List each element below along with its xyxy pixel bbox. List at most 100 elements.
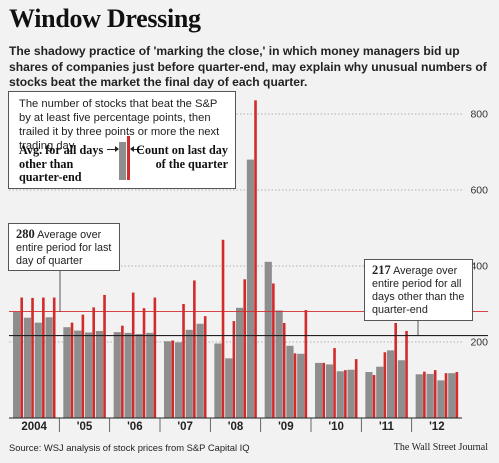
bar-count-last-day (203, 316, 207, 418)
bar-avg-other-days (397, 360, 406, 418)
x-year-label: '07 (177, 421, 193, 433)
axes: 200 400 600 800 2004 '05 '06 '07 '08 '09 '10 '11 '12 (9, 109, 488, 433)
bar-avg-other-days (146, 332, 154, 418)
bar-avg-other-days (275, 310, 283, 418)
bar-avg-other-days (376, 366, 384, 418)
x-year-label: '11 (379, 421, 394, 433)
y-tick-label: 800 (470, 109, 488, 121)
legend-box: The number of stocks that beat the S&P b… (8, 91, 236, 189)
bar-avg-other-days (135, 334, 143, 418)
x-year-label: '06 (127, 421, 143, 433)
bar-count-last-day (232, 321, 236, 418)
bar-count-last-day (372, 375, 376, 418)
bar-count-last-day (383, 352, 387, 418)
legend-arrow-count (133, 149, 143, 150)
bar-avg-other-days (297, 353, 305, 418)
bar-avg-other-days (63, 327, 71, 418)
bar-count-last-day (344, 370, 347, 418)
bar-count-last-day (272, 283, 275, 418)
bar-avg-other-days (196, 323, 204, 418)
bar-count-last-day (243, 279, 246, 418)
bar-count-last-day (394, 323, 397, 418)
callout-last-day-average: 280 Average over entire period for last … (8, 223, 120, 271)
bar-count-last-day (433, 370, 437, 418)
bar-count-last-day (121, 325, 124, 418)
bars (13, 100, 459, 418)
bar-avg-other-days (113, 332, 121, 418)
bar-count-last-day (254, 100, 257, 418)
bar-avg-other-days (214, 343, 222, 418)
bar-avg-other-days (415, 374, 423, 418)
chart-subtitle: The shadowy practice of 'marking the clo… (9, 44, 487, 89)
bar-avg-other-days (225, 358, 233, 418)
legend-arrowhead-avg (115, 146, 119, 152)
bar-count-last-day (52, 297, 56, 418)
callout-last-day-label: Average over entire period for last day … (16, 229, 112, 267)
legend-count-label: Count on last day of the quarter (136, 143, 228, 171)
bar-avg-other-days (174, 342, 183, 418)
publisher-credit: The Wall Street Journal (393, 442, 488, 453)
bar-avg-other-days (45, 317, 53, 418)
chart-title: Window Dressing (9, 4, 201, 33)
bar-avg-other-days (336, 371, 344, 418)
x-year-label: '12 (429, 421, 445, 433)
bar-count-last-day (92, 307, 95, 418)
y-tick-label: 600 (470, 185, 488, 197)
bar-avg-other-days (387, 350, 395, 418)
bar-count-last-day (423, 371, 426, 418)
legend-avg-label: Avg. for all days other than quarter-end (19, 143, 104, 184)
bar-count-last-day (70, 322, 74, 418)
bar-count-last-day (182, 304, 185, 418)
bar-count-last-day (193, 280, 196, 418)
bar-count-last-day (293, 353, 297, 418)
bar-count-last-day (322, 362, 325, 418)
y-tick-label: 400 (470, 261, 488, 273)
bar-count-last-day (304, 310, 308, 418)
bar-count-last-day (20, 297, 23, 418)
bar-avg-other-days (246, 159, 255, 418)
bar-count-last-day (131, 292, 135, 418)
bar-count-last-day (333, 348, 336, 418)
bar-count-last-day (171, 340, 174, 418)
bar-avg-other-days (85, 332, 93, 418)
legend-arrow-avg (107, 149, 117, 150)
bar-count-last-day (31, 297, 34, 418)
bar-avg-other-days (286, 345, 294, 418)
x-year-label: '09 (278, 421, 294, 433)
bar-avg-other-days (164, 341, 172, 418)
callout-other-days-text: 217 Average over entire period for all d… (372, 264, 472, 317)
legend-arrowhead-count (130, 146, 134, 152)
bar-count-last-day (153, 297, 157, 418)
callout-last-day-value: 280 (16, 227, 35, 241)
bar-avg-other-days (365, 372, 373, 418)
bar-avg-other-days (23, 317, 32, 418)
x-year-label: '08 (228, 421, 244, 433)
bar-count-last-day (282, 323, 286, 418)
bar-count-last-day (444, 373, 448, 418)
x-year-label: '10 (328, 421, 344, 433)
bar-count-last-day (455, 372, 459, 418)
bar-count-last-day (142, 308, 146, 418)
bar-avg-other-days (236, 307, 244, 418)
bar-avg-other-days (347, 369, 355, 418)
bar-avg-other-days (325, 364, 334, 418)
legend-swatch-avg (119, 142, 126, 180)
bar-avg-other-days (448, 373, 456, 418)
bar-avg-other-days (34, 322, 42, 418)
legend-description: The number of stocks that beat the S&P b… (19, 98, 220, 152)
bar-avg-other-days (185, 329, 193, 418)
bar-count-last-day (405, 330, 408, 418)
bar-avg-other-days (437, 380, 445, 418)
bar-avg-other-days (124, 332, 132, 418)
callout-other-days-average: 217 Average over entire period for all d… (364, 259, 473, 321)
bar-avg-other-days (264, 261, 272, 418)
bar-count-last-day (103, 294, 106, 418)
y-tick-label: 200 (470, 337, 488, 349)
bar-count-last-day (354, 359, 358, 418)
bar-count-last-day (42, 297, 45, 418)
bar-avg-other-days (426, 373, 434, 418)
callout-other-days-value: 217 (372, 263, 391, 277)
x-year-label: '05 (77, 421, 93, 433)
bar-avg-other-days (13, 311, 21, 418)
